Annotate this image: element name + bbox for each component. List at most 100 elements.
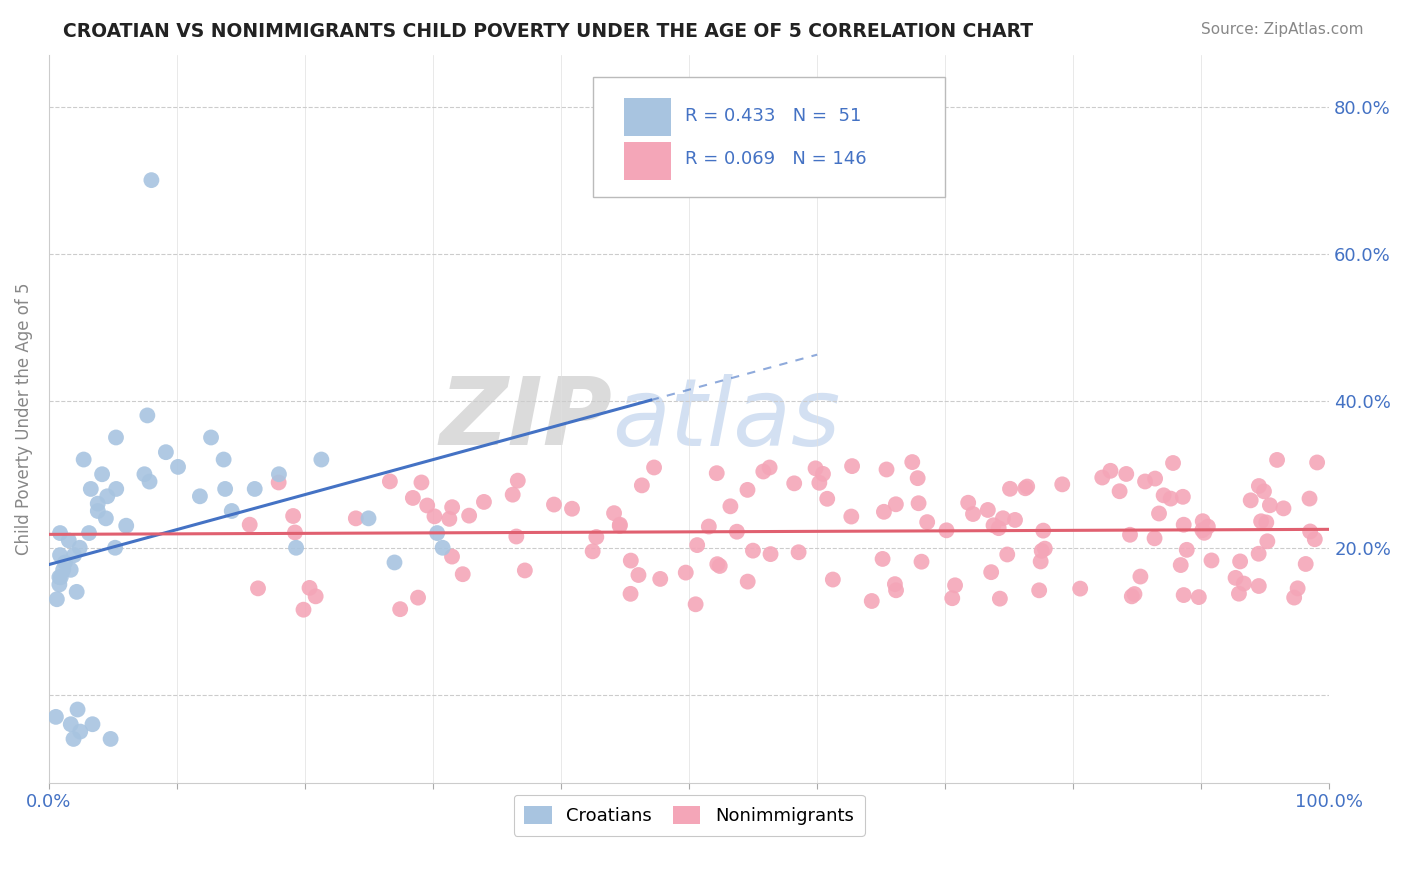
Point	[45, 710, 67, 724]
Point	[1272, 501, 1295, 516]
Point	[1253, 484, 1275, 499]
Point	[991, 511, 1014, 525]
Point	[962, 507, 984, 521]
Point	[1144, 472, 1167, 486]
Point	[441, 500, 464, 515]
Point	[787, 545, 810, 559]
Point	[432, 541, 454, 555]
Point	[910, 555, 932, 569]
Point	[685, 597, 707, 611]
Point	[72, 452, 94, 467]
Point	[758, 460, 780, 475]
Point	[1161, 456, 1184, 470]
Point	[1143, 531, 1166, 545]
Point	[1188, 590, 1211, 604]
Point	[935, 524, 957, 538]
Point	[506, 474, 529, 488]
Point	[1173, 517, 1195, 532]
Point	[406, 591, 429, 605]
Point	[82, 717, 104, 731]
Point	[759, 547, 782, 561]
Point	[48, 577, 70, 591]
Point	[839, 509, 862, 524]
Point	[1265, 453, 1288, 467]
Point	[513, 564, 536, 578]
Point	[609, 517, 631, 532]
Point	[987, 521, 1010, 535]
Point	[941, 591, 963, 606]
Point	[134, 467, 156, 482]
Point	[1171, 490, 1194, 504]
Point	[957, 496, 980, 510]
Point	[1052, 477, 1074, 491]
Point	[378, 475, 401, 489]
Point	[686, 538, 709, 552]
Point	[1191, 523, 1213, 537]
Point	[505, 529, 527, 543]
Point	[872, 552, 894, 566]
Point	[87, 497, 110, 511]
Point	[1133, 475, 1156, 489]
Point	[52, 563, 75, 577]
Point	[884, 497, 907, 511]
Point	[915, 515, 938, 529]
Point	[1175, 542, 1198, 557]
Point	[907, 496, 929, 510]
Point	[998, 482, 1021, 496]
Point	[402, 491, 425, 505]
Point	[675, 566, 697, 580]
Point	[1306, 455, 1329, 469]
Text: atlas: atlas	[612, 374, 841, 465]
Point	[804, 461, 827, 475]
Point	[1028, 583, 1050, 598]
Point	[59, 717, 82, 731]
Point	[737, 574, 759, 589]
Point	[1258, 498, 1281, 512]
Point	[808, 475, 831, 490]
Point	[1240, 493, 1263, 508]
Point	[281, 508, 304, 523]
Point	[1227, 587, 1250, 601]
Point	[96, 489, 118, 503]
FancyBboxPatch shape	[624, 142, 671, 179]
Point	[585, 530, 607, 544]
Point	[603, 506, 626, 520]
Point	[1017, 479, 1039, 493]
Text: R = 0.069   N = 146: R = 0.069 N = 146	[685, 150, 868, 169]
Point	[1256, 534, 1278, 549]
Point	[311, 452, 333, 467]
Point	[1298, 491, 1320, 506]
Point	[91, 467, 114, 482]
Point	[1121, 590, 1143, 604]
Point	[212, 452, 235, 467]
Point	[884, 583, 907, 598]
Point	[411, 475, 433, 490]
Point	[1115, 467, 1137, 481]
Point	[631, 478, 654, 492]
Point	[66, 585, 89, 599]
Point	[811, 467, 834, 481]
Point	[141, 173, 163, 187]
Point	[841, 459, 863, 474]
Point	[357, 511, 380, 525]
Point	[901, 455, 924, 469]
Point	[1229, 554, 1251, 568]
Point	[1153, 488, 1175, 502]
Point	[298, 581, 321, 595]
Point	[243, 482, 266, 496]
Point	[104, 430, 127, 444]
Point	[155, 445, 177, 459]
Point	[718, 500, 741, 514]
Point	[63, 548, 86, 562]
Point	[1091, 470, 1114, 484]
FancyBboxPatch shape	[593, 77, 945, 197]
Point	[582, 544, 605, 558]
Point	[943, 578, 966, 592]
Point	[94, 511, 117, 525]
Point	[1160, 491, 1182, 506]
Point	[1286, 582, 1309, 596]
Point	[285, 541, 308, 555]
Point	[1123, 587, 1146, 601]
Point	[627, 568, 650, 582]
Point	[988, 591, 1011, 606]
